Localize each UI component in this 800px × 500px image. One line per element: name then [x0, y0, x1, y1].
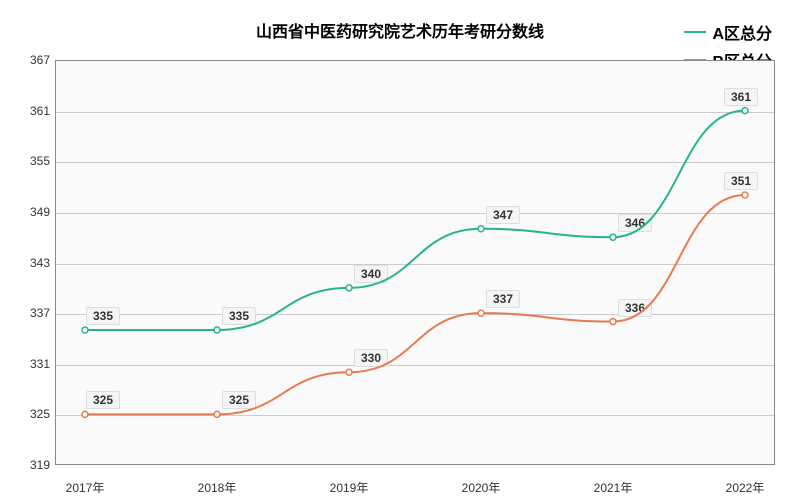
- grid-line: [56, 415, 774, 416]
- grid-line: [56, 264, 774, 265]
- grid-line: [56, 162, 774, 163]
- x-axis-label: 2021年: [594, 479, 633, 496]
- y-axis-label: 349: [20, 205, 50, 219]
- plot-area: [55, 60, 775, 465]
- y-axis-label: 355: [20, 154, 50, 168]
- x-axis-label: 2022年: [726, 479, 765, 496]
- data-label: 351: [724, 172, 758, 190]
- grid-line: [56, 112, 774, 113]
- legend-swatch-a: [684, 31, 706, 33]
- y-axis-label: 325: [20, 407, 50, 421]
- data-label: 337: [486, 290, 520, 308]
- chart-container: 山西省中医药研究院艺术历年考研分数线 A区总分 B区总分 31932533133…: [0, 0, 800, 500]
- y-axis-label: 337: [20, 306, 50, 320]
- data-label: 325: [86, 391, 120, 409]
- data-label: 346: [618, 214, 652, 232]
- x-axis-label: 2017年: [66, 479, 105, 496]
- data-label: 336: [618, 299, 652, 317]
- grid-line: [56, 314, 774, 315]
- data-label: 335: [222, 307, 256, 325]
- x-axis-label: 2019年: [330, 479, 369, 496]
- data-label: 335: [86, 307, 120, 325]
- legend-label-a: A区总分: [712, 20, 772, 44]
- data-label: 340: [354, 265, 388, 283]
- y-axis-label: 331: [20, 357, 50, 371]
- legend-item-a: A区总分: [684, 20, 772, 44]
- grid-line: [56, 365, 774, 366]
- y-axis-label: 343: [20, 256, 50, 270]
- data-label: 325: [222, 391, 256, 409]
- grid-line: [56, 213, 774, 214]
- y-axis-label: 319: [20, 458, 50, 472]
- y-axis-label: 367: [20, 53, 50, 67]
- y-axis-label: 361: [20, 104, 50, 118]
- chart-title: 山西省中医药研究院艺术历年考研分数线: [256, 18, 544, 42]
- data-label: 361: [724, 88, 758, 106]
- x-axis-label: 2020年: [462, 479, 501, 496]
- x-axis-label: 2018年: [198, 479, 237, 496]
- data-label: 347: [486, 206, 520, 224]
- data-label: 330: [354, 349, 388, 367]
